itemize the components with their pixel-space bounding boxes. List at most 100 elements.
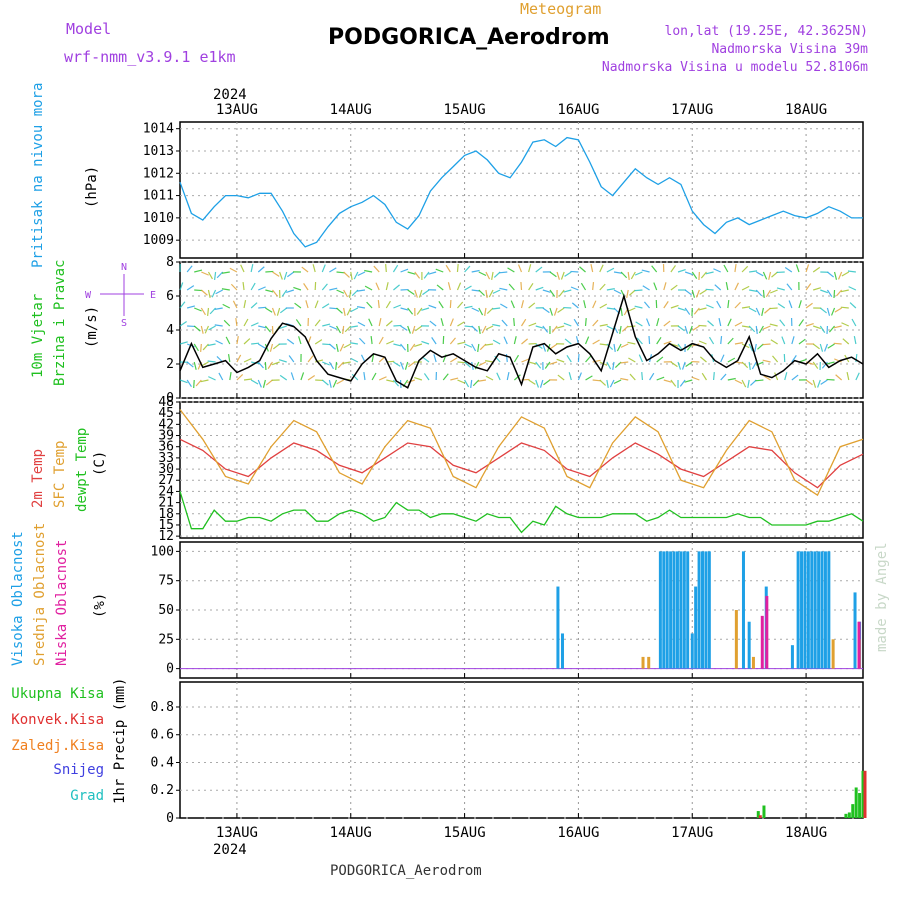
wind-barb bbox=[628, 357, 636, 363]
panel-pressure: 1009 1010 1011 1012 1013 1014 bbox=[143, 121, 864, 259]
cloud-bar bbox=[665, 551, 669, 669]
wind-barb bbox=[656, 376, 665, 381]
wind-barb bbox=[592, 379, 601, 382]
precip-ytick-label: 0.4 bbox=[151, 755, 175, 770]
wind-barb bbox=[336, 289, 345, 294]
wind-barb bbox=[699, 356, 707, 363]
wind-barb bbox=[749, 270, 758, 273]
wind-barb bbox=[708, 336, 715, 345]
top-date-label: 18AUG bbox=[785, 102, 827, 118]
wind-barb bbox=[457, 361, 466, 364]
wind-barb bbox=[471, 289, 480, 292]
wind-barb bbox=[464, 379, 470, 388]
wind-barb bbox=[542, 325, 549, 333]
wind-barb bbox=[279, 271, 283, 280]
wind-barb bbox=[670, 379, 677, 387]
wind-barb bbox=[264, 325, 271, 333]
wind-barb bbox=[408, 361, 416, 368]
wind-barb bbox=[619, 325, 622, 334]
wind-barb bbox=[651, 265, 658, 273]
wind-barb bbox=[353, 271, 359, 280]
wind-barb bbox=[535, 325, 544, 329]
cloud-bar bbox=[675, 551, 679, 669]
wind-barb bbox=[235, 317, 238, 327]
wind-barb bbox=[411, 325, 416, 334]
wind-barb bbox=[720, 373, 727, 381]
cloud-bar bbox=[669, 551, 673, 669]
wind-barb bbox=[179, 282, 184, 291]
wind-barb bbox=[429, 320, 437, 327]
wind-barb bbox=[179, 341, 188, 345]
wind-barb bbox=[556, 325, 565, 329]
wind-barb bbox=[520, 281, 523, 291]
wind-barb bbox=[378, 318, 382, 327]
wind-barb bbox=[579, 266, 586, 273]
wind-barb bbox=[573, 318, 579, 327]
temp-ytick-label: 27 bbox=[158, 473, 174, 488]
wind-barb bbox=[193, 343, 199, 352]
wind-barb bbox=[486, 307, 494, 314]
wind-barb bbox=[713, 268, 721, 273]
wind-barb bbox=[663, 282, 667, 291]
wind-barb bbox=[826, 378, 835, 381]
wind-barb bbox=[620, 271, 628, 279]
wind-barb bbox=[236, 374, 244, 381]
bottom-date-label: 13AUG bbox=[216, 825, 258, 841]
wind-barb bbox=[250, 282, 256, 291]
wind-barb bbox=[400, 307, 409, 311]
wind-barb bbox=[755, 379, 764, 382]
wind-barb bbox=[491, 271, 494, 280]
wind-barb bbox=[688, 325, 693, 334]
wind-barb bbox=[258, 325, 267, 329]
wind-barb bbox=[684, 379, 693, 383]
wind-barb bbox=[853, 336, 857, 345]
wind-barb bbox=[564, 338, 572, 345]
cloud-bar bbox=[760, 615, 764, 669]
top-date-axis: 13AUG 14AUG 15AUG 16AUG 17AUG 18AUG bbox=[216, 102, 827, 118]
wind-barb bbox=[243, 318, 249, 327]
top-date-label: 15AUG bbox=[444, 102, 486, 118]
wind-barb bbox=[478, 289, 485, 296]
wind-barb bbox=[404, 361, 409, 370]
wind-barb bbox=[447, 282, 451, 291]
wind-barb bbox=[364, 285, 373, 291]
wind-barb bbox=[620, 307, 623, 317]
wind-barb bbox=[577, 353, 580, 363]
cloud-bar bbox=[800, 551, 804, 669]
wind-barb bbox=[194, 289, 203, 292]
wind-barb bbox=[314, 339, 323, 345]
wind-barb bbox=[842, 338, 850, 345]
wind-barb bbox=[200, 307, 206, 316]
wind-barb bbox=[772, 355, 779, 363]
temp-ytick-label: 45 bbox=[158, 406, 174, 421]
wind-barb bbox=[784, 267, 793, 273]
wind-barb bbox=[606, 325, 615, 331]
wind-barb bbox=[635, 321, 643, 327]
wind-barb bbox=[734, 321, 743, 327]
wind-barb bbox=[663, 340, 672, 345]
wind-barb bbox=[681, 361, 686, 370]
wind-barb bbox=[321, 283, 328, 291]
cloud-bar bbox=[765, 595, 769, 669]
wind-barb bbox=[755, 307, 761, 316]
cloud-bar bbox=[658, 551, 662, 669]
wind-barb bbox=[590, 264, 594, 273]
wind-barb bbox=[826, 307, 831, 316]
wind-barb bbox=[812, 361, 819, 369]
wind-barb bbox=[378, 336, 384, 345]
wind-barb bbox=[723, 264, 729, 273]
wind-barb bbox=[727, 377, 736, 381]
wind-barb bbox=[788, 300, 793, 309]
wind-barb bbox=[833, 271, 838, 280]
wind-barb bbox=[521, 338, 529, 345]
cloud-bar bbox=[641, 656, 645, 669]
cloud-bar bbox=[747, 621, 751, 669]
wind-barb bbox=[303, 283, 309, 291]
wind-barb bbox=[481, 325, 487, 334]
wind-barb bbox=[503, 336, 508, 345]
wind-barb bbox=[194, 269, 203, 273]
wind-barb bbox=[222, 303, 231, 309]
wind-barb bbox=[393, 304, 402, 309]
wind-barb bbox=[542, 307, 550, 314]
wind-barb bbox=[684, 307, 691, 315]
